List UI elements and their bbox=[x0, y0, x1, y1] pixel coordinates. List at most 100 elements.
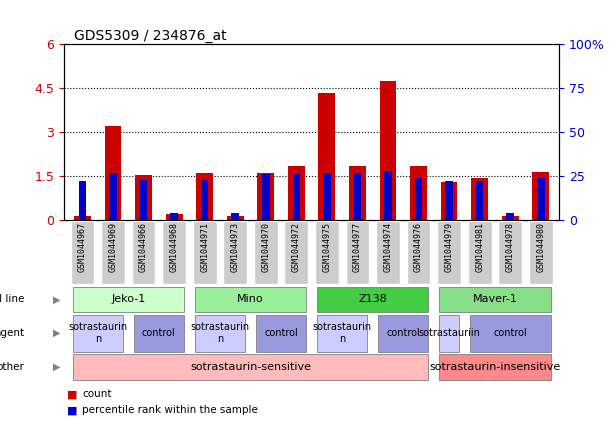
FancyBboxPatch shape bbox=[317, 287, 428, 312]
Bar bbox=[170, 213, 178, 220]
Text: GSM1044968: GSM1044968 bbox=[170, 222, 178, 272]
FancyBboxPatch shape bbox=[317, 315, 367, 352]
Text: percentile rank within the sample: percentile rank within the sample bbox=[82, 405, 258, 415]
Bar bbox=[441, 182, 458, 220]
FancyBboxPatch shape bbox=[470, 315, 551, 352]
FancyBboxPatch shape bbox=[376, 221, 400, 284]
Text: sotrastaurin
n: sotrastaurin n bbox=[313, 322, 371, 344]
Text: control: control bbox=[264, 328, 298, 338]
Text: GSM1044977: GSM1044977 bbox=[353, 222, 362, 272]
Bar bbox=[507, 213, 514, 220]
FancyBboxPatch shape bbox=[256, 315, 306, 352]
Bar bbox=[379, 81, 397, 220]
FancyBboxPatch shape bbox=[254, 221, 278, 284]
FancyBboxPatch shape bbox=[346, 221, 369, 284]
Bar bbox=[227, 216, 244, 220]
Bar bbox=[354, 173, 361, 220]
Bar bbox=[384, 171, 392, 220]
Bar bbox=[196, 173, 213, 220]
FancyBboxPatch shape bbox=[439, 315, 459, 352]
Bar bbox=[288, 166, 305, 220]
Bar bbox=[232, 213, 239, 220]
Text: sotrastaurin
n: sotrastaurin n bbox=[68, 322, 127, 344]
FancyBboxPatch shape bbox=[195, 287, 306, 312]
Text: sotrastaurin-insensitive: sotrastaurin-insensitive bbox=[430, 362, 560, 372]
FancyBboxPatch shape bbox=[73, 287, 184, 312]
Text: GSM1044979: GSM1044979 bbox=[445, 222, 453, 272]
Bar bbox=[323, 173, 331, 220]
Bar bbox=[537, 178, 544, 220]
Text: GSM1044980: GSM1044980 bbox=[536, 222, 545, 272]
Text: GSM1044976: GSM1044976 bbox=[414, 222, 423, 272]
Text: ▶: ▶ bbox=[53, 328, 60, 338]
Text: count: count bbox=[82, 389, 112, 399]
FancyBboxPatch shape bbox=[134, 315, 184, 352]
Text: GSM1044975: GSM1044975 bbox=[323, 222, 331, 272]
FancyBboxPatch shape bbox=[285, 221, 309, 284]
FancyBboxPatch shape bbox=[499, 221, 522, 284]
Text: sotrastaurin
n: sotrastaurin n bbox=[191, 322, 249, 344]
Text: GSM1044971: GSM1044971 bbox=[200, 222, 209, 272]
Text: Z138: Z138 bbox=[358, 294, 387, 304]
FancyBboxPatch shape bbox=[224, 221, 247, 284]
Bar bbox=[476, 181, 483, 220]
Text: ■: ■ bbox=[67, 389, 78, 399]
Text: ■: ■ bbox=[67, 405, 78, 415]
Text: GDS5309 / 234876_at: GDS5309 / 234876_at bbox=[74, 29, 227, 44]
Text: agent: agent bbox=[0, 328, 24, 338]
Text: control: control bbox=[493, 328, 527, 338]
Bar bbox=[166, 214, 183, 220]
Bar bbox=[262, 174, 269, 220]
FancyBboxPatch shape bbox=[468, 221, 492, 284]
Bar bbox=[257, 173, 274, 220]
Text: GSM1044981: GSM1044981 bbox=[475, 222, 484, 272]
FancyBboxPatch shape bbox=[407, 221, 431, 284]
Text: GSM1044972: GSM1044972 bbox=[292, 222, 301, 272]
Bar bbox=[140, 180, 147, 220]
FancyBboxPatch shape bbox=[378, 315, 428, 352]
Text: GSM1044973: GSM1044973 bbox=[231, 222, 240, 272]
Bar bbox=[104, 126, 122, 220]
Text: GSM1044970: GSM1044970 bbox=[262, 222, 270, 272]
FancyBboxPatch shape bbox=[70, 221, 95, 284]
FancyBboxPatch shape bbox=[132, 221, 155, 284]
Text: GSM1044978: GSM1044978 bbox=[506, 222, 514, 272]
FancyBboxPatch shape bbox=[73, 354, 428, 379]
Bar bbox=[109, 173, 117, 220]
Text: Jeko-1: Jeko-1 bbox=[111, 294, 145, 304]
Text: sotrastauriin: sotrastauriin bbox=[418, 328, 480, 338]
Bar bbox=[135, 175, 152, 220]
FancyBboxPatch shape bbox=[315, 221, 339, 284]
Text: ▶: ▶ bbox=[53, 362, 60, 372]
Text: control: control bbox=[142, 328, 176, 338]
FancyBboxPatch shape bbox=[529, 221, 553, 284]
Text: sotrastaurin-sensitive: sotrastaurin-sensitive bbox=[190, 362, 311, 372]
Text: control: control bbox=[386, 328, 420, 338]
Bar bbox=[471, 178, 488, 220]
Bar bbox=[532, 172, 549, 220]
Bar bbox=[74, 216, 91, 220]
Bar bbox=[502, 217, 519, 220]
Text: GSM1044974: GSM1044974 bbox=[384, 222, 392, 272]
FancyBboxPatch shape bbox=[439, 354, 551, 379]
FancyBboxPatch shape bbox=[437, 221, 461, 284]
Text: Mino: Mino bbox=[237, 294, 264, 304]
Text: other: other bbox=[0, 362, 24, 372]
FancyBboxPatch shape bbox=[73, 315, 123, 352]
Text: GSM1044967: GSM1044967 bbox=[78, 222, 87, 272]
Text: GSM1044969: GSM1044969 bbox=[109, 222, 117, 272]
Text: cell line: cell line bbox=[0, 294, 24, 304]
FancyBboxPatch shape bbox=[193, 221, 217, 284]
Text: ▶: ▶ bbox=[53, 294, 60, 304]
FancyBboxPatch shape bbox=[195, 315, 245, 352]
Text: GSM1044966: GSM1044966 bbox=[139, 222, 148, 272]
FancyBboxPatch shape bbox=[101, 221, 125, 284]
Bar bbox=[201, 180, 208, 220]
Bar bbox=[445, 181, 453, 220]
FancyBboxPatch shape bbox=[163, 221, 186, 284]
Bar bbox=[318, 93, 335, 220]
Bar bbox=[349, 166, 366, 220]
Bar bbox=[415, 178, 422, 220]
Bar bbox=[410, 166, 427, 220]
FancyBboxPatch shape bbox=[439, 287, 551, 312]
